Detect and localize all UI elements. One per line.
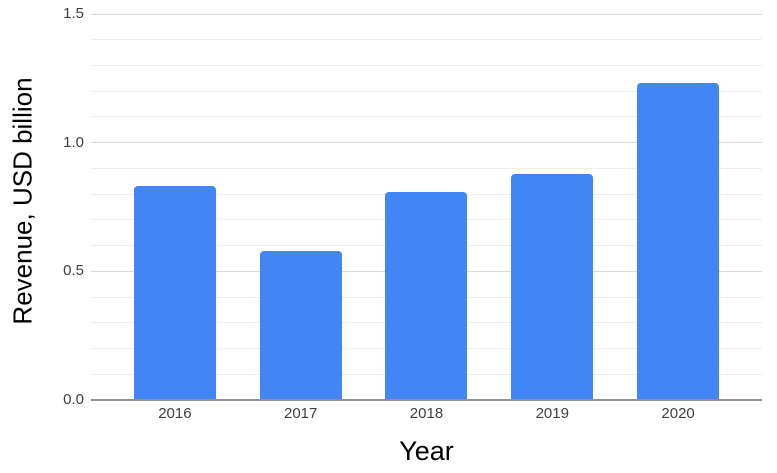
- bar-slot-2019: [489, 14, 615, 400]
- bar-slot-2017: [238, 14, 364, 400]
- x-tick-label: 2019: [535, 405, 569, 422]
- minor-gridline: [91, 39, 762, 41]
- bar-2019: [511, 173, 594, 400]
- bar-2020: [637, 83, 720, 400]
- major-gridline: [91, 142, 762, 144]
- x-tick-label: 2016: [158, 405, 192, 422]
- minor-gridline: [91, 64, 762, 66]
- minor-gridline: [91, 116, 762, 118]
- bar-2018: [385, 191, 468, 400]
- x-tick-label: 2018: [409, 405, 444, 422]
- minor-gridline: [91, 167, 762, 169]
- y-tick-label: 1.0: [63, 133, 84, 151]
- x-tick-label: 2020: [661, 405, 695, 422]
- y-tick-label: 0.0: [63, 391, 84, 408]
- y-tick-label: 0.5: [63, 262, 84, 280]
- x-axis-tick-labels: 2016 2017 2018 2019 2020: [112, 403, 741, 425]
- minor-gridline: [91, 90, 762, 92]
- major-gridline: [91, 13, 762, 15]
- x-axis-line: [91, 399, 762, 401]
- bar-slot-2016: [112, 14, 238, 400]
- bar-slot-2018: [364, 14, 490, 400]
- y-tick-label: 1.5: [63, 5, 84, 22]
- plot-area: [91, 13, 762, 401]
- y-axis-title: Revenue, USD billion: [7, 77, 38, 325]
- bar-slot-2020: [615, 14, 741, 400]
- bar-2017: [259, 250, 342, 400]
- bars-group: [112, 14, 741, 400]
- bar-2016: [133, 186, 216, 400]
- x-axis-title: Year: [399, 436, 454, 466]
- x-tick-label: 2017: [284, 405, 318, 422]
